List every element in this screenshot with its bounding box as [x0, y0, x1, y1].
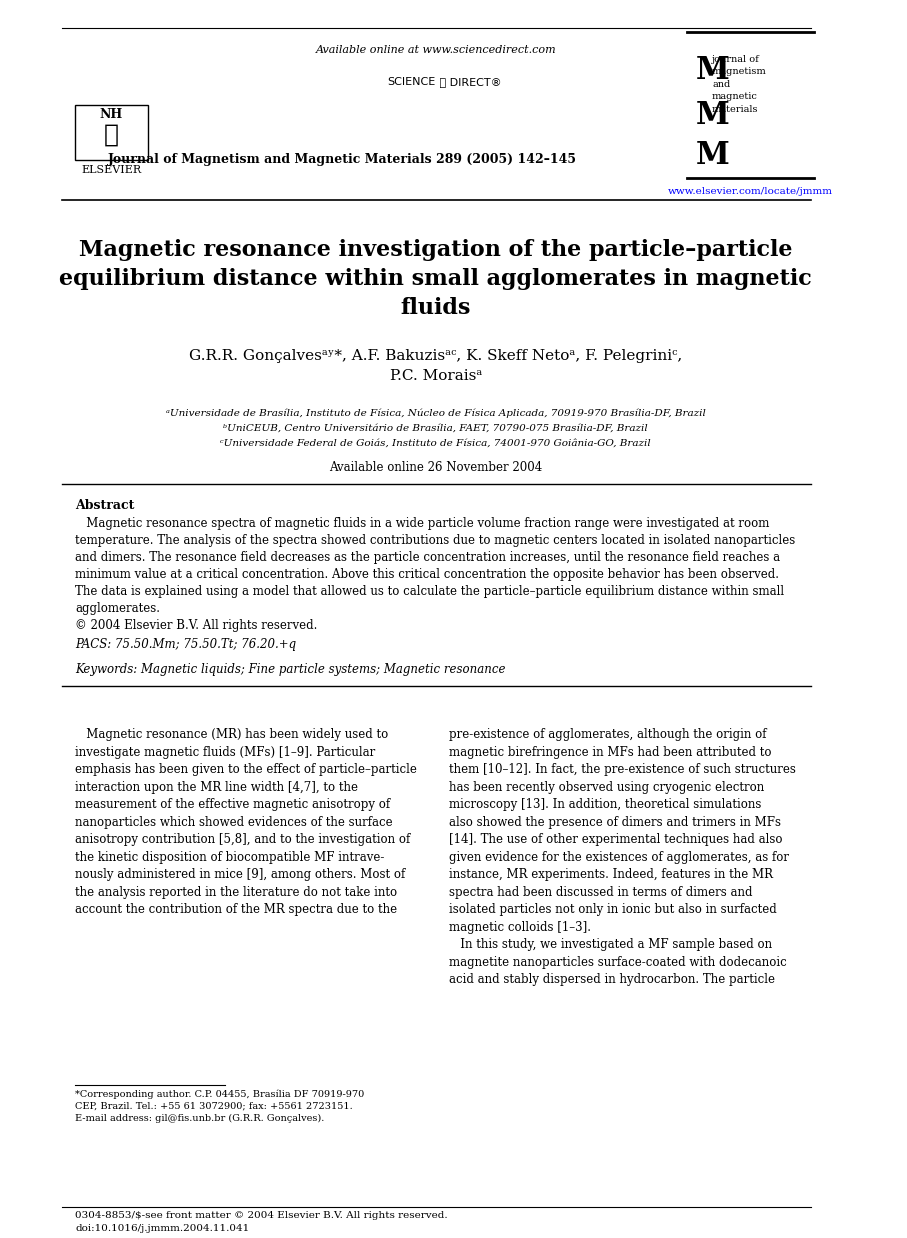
- Text: M: M: [696, 140, 729, 171]
- Text: SCIENCE: SCIENCE: [387, 77, 435, 87]
- Text: journal of
magnetism
and
magnetic
materials: journal of magnetism and magnetic materi…: [712, 54, 766, 114]
- Text: M: M: [696, 54, 729, 85]
- Text: M: M: [696, 100, 729, 131]
- Text: *Corresponding author. C.P. 04455, Brasília DF 70919-970
CEP, Brazil. Tel.: +55 : *Corresponding author. C.P. 04455, Brasí…: [75, 1089, 365, 1123]
- Text: Journal of Magnetism and Magnetic Materials 289 (2005) 142–145: Journal of Magnetism and Magnetic Materi…: [108, 154, 577, 166]
- Text: ᵇUniCEUB, Centro Universitário de Brasília, FAET, 70790-075 Brasília-DF, Brazil: ᵇUniCEUB, Centro Universitário de Brasíl…: [223, 423, 649, 433]
- Text: 🏛: 🏛: [104, 123, 119, 146]
- Text: pre-existence of agglomerates, although the origin of
magnetic birefringence in : pre-existence of agglomerates, although …: [449, 728, 796, 987]
- Text: Magnetic resonance spectra of magnetic fluids in a wide particle volume fraction: Magnetic resonance spectra of magnetic f…: [75, 516, 795, 631]
- Bar: [75, 105, 148, 160]
- Text: ᵃUniversidade de Brasília, Instituto de Física, Núcleo de Física Aplicada, 70919: ᵃUniversidade de Brasília, Instituto de …: [166, 409, 706, 418]
- Text: Magnetic resonance investigation of the particle–particle
equilibrium distance w: Magnetic resonance investigation of the …: [59, 239, 812, 319]
- Text: G.R.R. Gonçalvesᵃʸ*, A.F. Bakuzisᵃᶜ, K. Skeff Netoᵃ, F. Pelegriniᶜ,
P.C. Moraisᵃ: G.R.R. Gonçalvesᵃʸ*, A.F. Bakuzisᵃᶜ, K. …: [189, 349, 682, 383]
- Text: www.elsevier.com/locate/jmmm: www.elsevier.com/locate/jmmm: [668, 187, 833, 196]
- Text: PACS: 75.50.Mm; 75.50.Tt; 76.20.+q: PACS: 75.50.Mm; 75.50.Tt; 76.20.+q: [75, 639, 297, 651]
- Text: Magnetic resonance (MR) has been widely used to
investigate magnetic fluids (MFs: Magnetic resonance (MR) has been widely …: [75, 728, 417, 916]
- Text: 0304-8853/$-see front matter © 2004 Elsevier B.V. All rights reserved.
doi:10.10: 0304-8853/$-see front matter © 2004 Else…: [75, 1211, 448, 1233]
- Text: ELSEVIER: ELSEVIER: [82, 165, 141, 175]
- Text: ⓓ DIRECT®: ⓓ DIRECT®: [435, 77, 502, 87]
- Text: Keywords: Magnetic liquids; Fine particle systems; Magnetic resonance: Keywords: Magnetic liquids; Fine particl…: [75, 664, 505, 676]
- Text: Abstract: Abstract: [75, 499, 134, 511]
- Text: Available online 26 November 2004: Available online 26 November 2004: [329, 461, 542, 474]
- Text: ᶜUniversidade Federal de Goiás, Instituto de Física, 74001-970 Goiânia-GO, Brazi: ᶜUniversidade Federal de Goiás, Institut…: [220, 439, 651, 448]
- Text: Available online at www.sciencedirect.com: Available online at www.sciencedirect.co…: [316, 45, 556, 54]
- Text: NH: NH: [100, 108, 123, 121]
